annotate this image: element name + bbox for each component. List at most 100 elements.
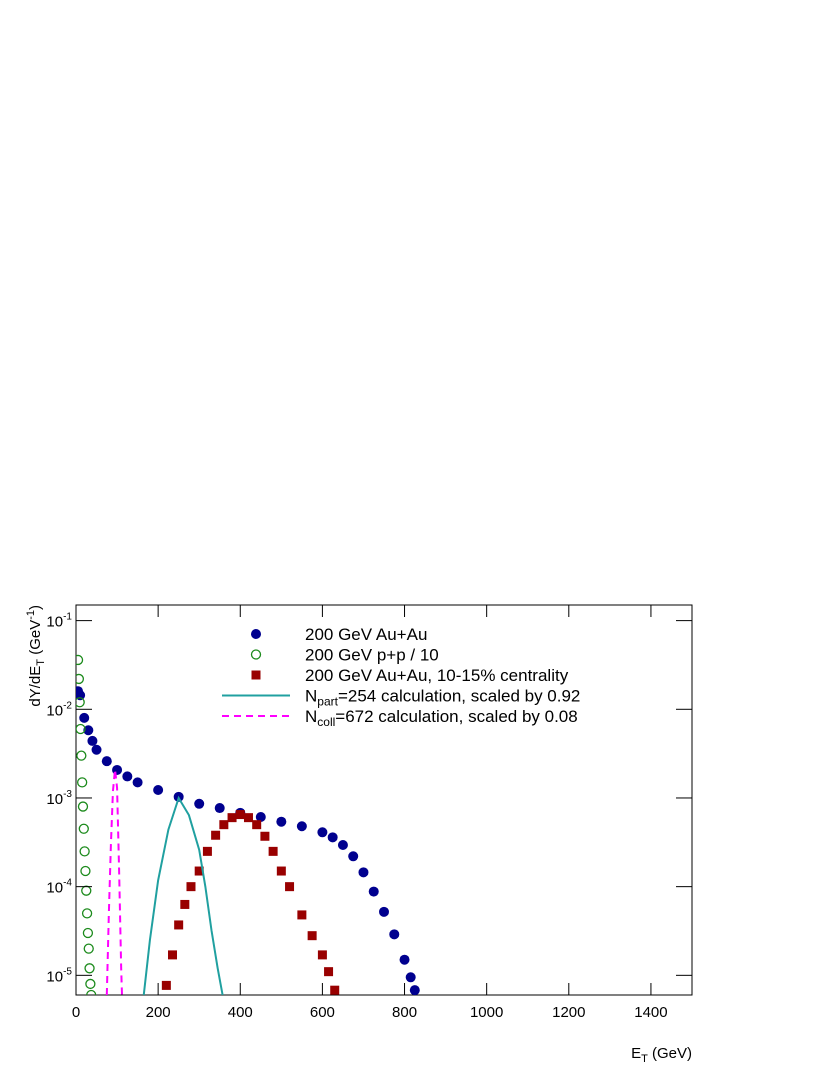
y-tick-label: 10-5 [46,966,72,985]
data-point [296,821,307,832]
y-title-sub: T [35,659,47,666]
data-point [76,723,86,735]
data-point [77,777,88,788]
series [76,686,420,995]
data-point [76,697,85,708]
x-tick-label: 0 [72,1004,80,1021]
y-tick-exponent: -5 [63,966,72,977]
data-point [186,882,196,892]
y-tick-base: 10 [46,791,63,808]
x-tick-label: 1400 [634,1004,667,1021]
y-tick-exponent: -4 [63,878,72,889]
data-point [122,771,133,782]
data-point [252,820,262,830]
data-point [255,812,266,823]
data-point [317,950,327,960]
data-point [91,744,102,755]
data-point [202,846,212,856]
series [76,654,97,995]
legend-name-rest: =254 calculation, scaled by 0.92 [338,687,580,706]
series-line [142,795,224,995]
legend-label: Ncoll=672 calculation, scaled by 0.08 [305,707,578,729]
legend-name-sub: part [317,695,338,709]
data-point [327,832,338,843]
x-title-sub: T [641,1053,648,1065]
data-point [78,823,89,834]
legend-name: 200 GeV Au+Au, 10-15% centrality [305,666,569,685]
data-point [276,816,287,827]
data-point [81,885,92,896]
x-axis-title: ET (GeV) [631,1045,692,1065]
data-point [330,985,340,995]
data-point [81,908,93,919]
data-point [409,985,420,995]
x-title-rest: (GeV) [648,1045,692,1062]
data-point [268,846,278,856]
legend-label: 200 GeV Au+Au, 10-15% centrality [305,666,569,685]
legend-swatch [251,670,261,680]
data-point [79,712,90,723]
data-point [77,801,89,812]
series [161,810,340,995]
data-point [132,777,143,788]
legend-label: 200 GeV p+p / 10 [305,646,439,665]
plot-frame [75,604,693,996]
data-point [174,920,184,930]
data-point [194,866,204,876]
y-tick-base: 10 [46,702,63,719]
series-line [105,769,123,995]
data-point [399,954,410,965]
y-title-sup: -1 [25,610,37,620]
x-tick-label: 600 [310,1004,335,1021]
x-tick-label: 800 [392,1004,417,1021]
data-point [85,978,96,990]
axes: 0 200 400 600 800 1000 1200 140010-510-410-310-… [46,605,692,1021]
y-tick-exponent: -3 [63,789,72,800]
data-point [227,813,237,823]
data-point [82,927,94,939]
data-point [84,963,95,974]
x-tick-label: 1000 [470,1004,503,1021]
y-tick-label: 10-4 [46,878,72,897]
data-point [211,830,221,840]
data-point [235,810,245,820]
data-point [194,798,205,809]
legend-name: N [305,707,317,726]
data-point [324,967,334,977]
series [142,795,224,995]
y-tick-label: 10-1 [46,612,72,631]
data-point [214,803,225,814]
data-point [405,972,416,983]
plot-area [76,654,420,995]
x-tick-label: 200 [146,1004,171,1021]
y-tick-label: 10-2 [46,700,72,719]
data-point [260,831,270,841]
data-point [348,851,359,862]
data-point [86,989,97,995]
y-tick-exponent: -2 [63,700,72,711]
data-point [101,756,112,767]
legend-swatch [251,629,261,639]
data-point [180,899,190,909]
data-point [83,943,94,954]
y-tick-label: 10-3 [46,789,72,808]
data-point [317,827,328,838]
y-tick-base: 10 [46,968,63,985]
legend-name-rest: =672 calculation, scaled by 0.08 [335,707,577,726]
data-point [87,735,98,746]
y-title-rest: ) [27,605,44,610]
legend-name: N [305,687,317,706]
legend-name: 200 GeV Au+Au [305,625,427,644]
x-tick-label: 400 [228,1004,253,1021]
x-title-main: E [631,1045,641,1062]
data-point [368,886,379,897]
data-point [80,865,91,877]
data-point [79,846,90,857]
data-point [389,929,400,940]
y-tick-base: 10 [46,614,63,631]
data-point [83,725,94,736]
data-point [161,980,171,990]
